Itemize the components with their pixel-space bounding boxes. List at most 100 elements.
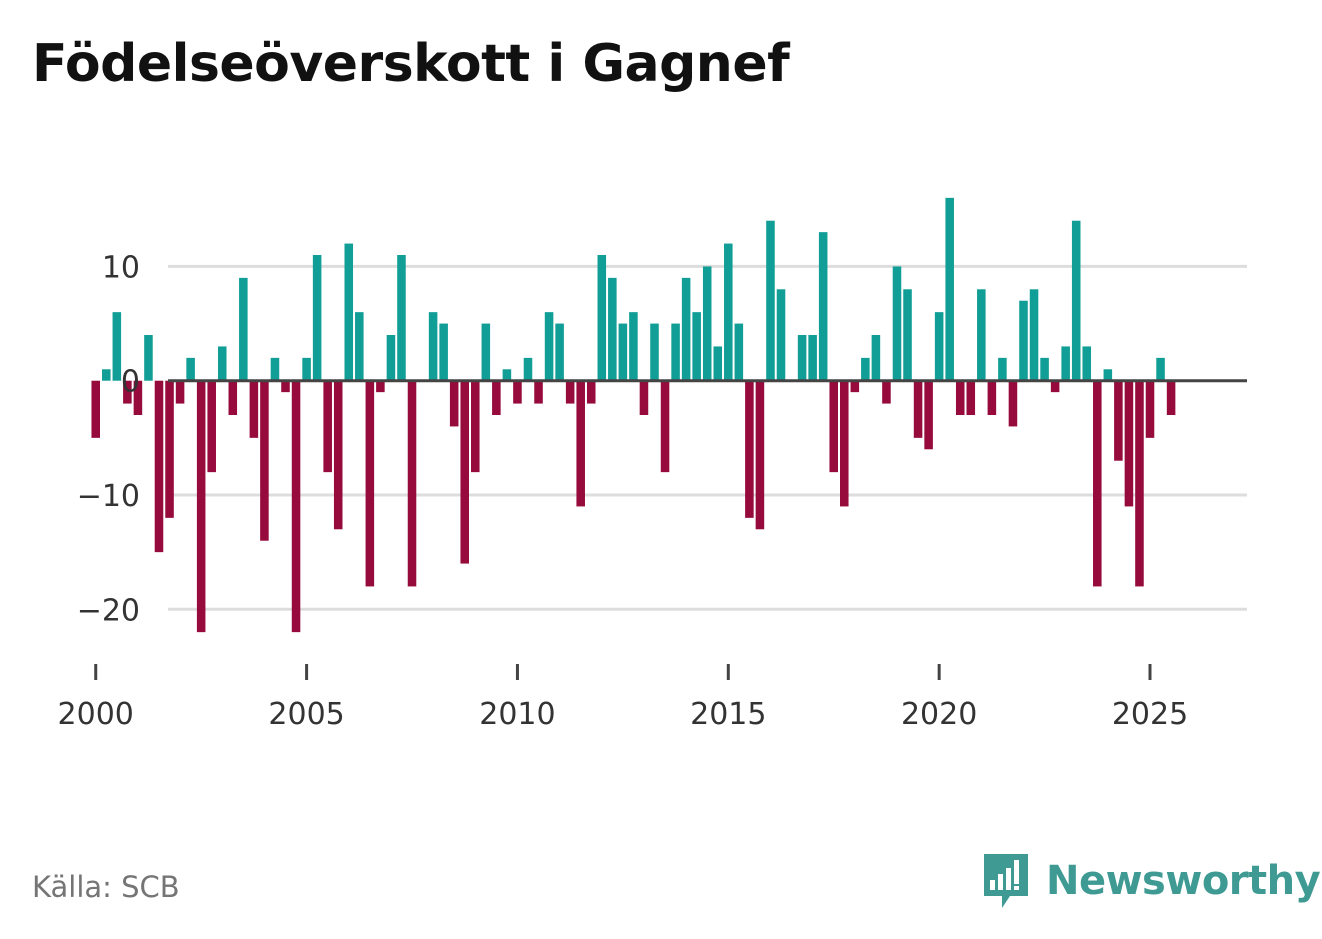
- bar: [1103, 369, 1113, 381]
- bar: [987, 380, 997, 415]
- bar: [945, 197, 954, 381]
- x-tick-label: 2015: [690, 697, 766, 732]
- bar: [724, 243, 733, 381]
- bar: [365, 380, 375, 587]
- bar: [523, 357, 533, 381]
- bar: [1040, 357, 1049, 381]
- bar: [808, 335, 817, 381]
- brand-name: Newsworthy: [1046, 858, 1321, 904]
- bar: [639, 380, 649, 415]
- bar: [270, 357, 280, 381]
- bar: [681, 277, 691, 381]
- bar: [903, 289, 912, 381]
- bar: [534, 380, 543, 404]
- bar: [555, 323, 564, 381]
- bar: [428, 312, 438, 381]
- bar: [144, 335, 153, 381]
- bar: [734, 323, 744, 381]
- bar: [407, 380, 417, 587]
- bar: [1019, 300, 1028, 381]
- bar: [91, 380, 101, 438]
- bar: [1145, 380, 1155, 438]
- bar: [586, 380, 596, 404]
- bar: [829, 380, 838, 473]
- bar: [1156, 357, 1165, 381]
- bar: [186, 357, 195, 381]
- bar: [871, 335, 881, 381]
- bars: [91, 197, 1176, 633]
- bar: [1124, 380, 1134, 507]
- bar: [1008, 380, 1018, 427]
- bar: [818, 232, 828, 381]
- bar: [492, 380, 501, 415]
- bar: [1166, 380, 1176, 415]
- bar: [323, 380, 332, 473]
- chart-title: Födelseöverskott i Gagnef: [32, 34, 790, 94]
- bar: [692, 312, 701, 381]
- bar: [397, 255, 406, 381]
- y-tick-label: −10: [77, 479, 140, 514]
- newsworthy-logo-icon: [984, 854, 1028, 908]
- bar: [1082, 346, 1092, 381]
- bar: [882, 380, 891, 404]
- bar: [196, 380, 206, 633]
- bar: [112, 312, 122, 381]
- bar: [913, 380, 923, 438]
- y-tick-label: −20: [77, 593, 140, 628]
- bar: [302, 357, 311, 381]
- x-tick-label: 2005: [268, 697, 344, 732]
- bar: [207, 380, 216, 473]
- bar: [597, 255, 607, 381]
- bar: [934, 312, 944, 381]
- bar: [386, 335, 396, 381]
- bar: [850, 380, 860, 393]
- bar: [1029, 289, 1039, 381]
- bar: [576, 380, 585, 507]
- bar: [133, 380, 143, 415]
- x-tick-label: 2010: [479, 697, 555, 732]
- bar: [660, 380, 670, 473]
- bar: [650, 323, 659, 381]
- bar: [977, 289, 986, 381]
- x-tick-label: 2020: [901, 697, 977, 732]
- bar: [175, 380, 185, 404]
- bar: [449, 380, 459, 427]
- bar: [544, 312, 554, 381]
- bar: [1050, 380, 1060, 393]
- bar: [702, 266, 712, 381]
- y-tick-label: 10: [102, 250, 140, 285]
- source-note: Källa: SCB: [32, 870, 180, 904]
- bar: [217, 346, 227, 381]
- bar: [629, 312, 638, 381]
- tick-labels: 10 0 −10 −20 2000 2005 2010 2015 2020 2025: [58, 250, 1189, 732]
- bar: [671, 323, 680, 381]
- bar: [165, 380, 174, 518]
- bar: [713, 346, 723, 381]
- bar: [924, 380, 933, 450]
- bar: [439, 323, 448, 381]
- bar: [755, 380, 765, 530]
- bar: [766, 220, 775, 381]
- bar: [376, 380, 385, 393]
- y-tick-label: 0: [121, 365, 140, 400]
- bar: [239, 277, 248, 381]
- bar: [291, 380, 301, 633]
- bar: [154, 380, 164, 553]
- bar: [618, 323, 628, 381]
- bar: [776, 289, 786, 381]
- bar: [745, 380, 754, 518]
- bar: [312, 255, 322, 381]
- bar: [249, 380, 259, 438]
- bar: [333, 380, 343, 530]
- axes: [94, 379, 1247, 680]
- bar: [502, 369, 512, 381]
- brand-logo: Newsworthy: [980, 850, 1321, 912]
- bar: [355, 312, 364, 381]
- bar: [608, 277, 617, 381]
- bar: [123, 380, 132, 404]
- bar: [1071, 220, 1081, 381]
- bar: [966, 380, 976, 415]
- x-tick-label: 2000: [58, 697, 134, 732]
- bar: [998, 357, 1007, 381]
- bar: [1093, 380, 1102, 587]
